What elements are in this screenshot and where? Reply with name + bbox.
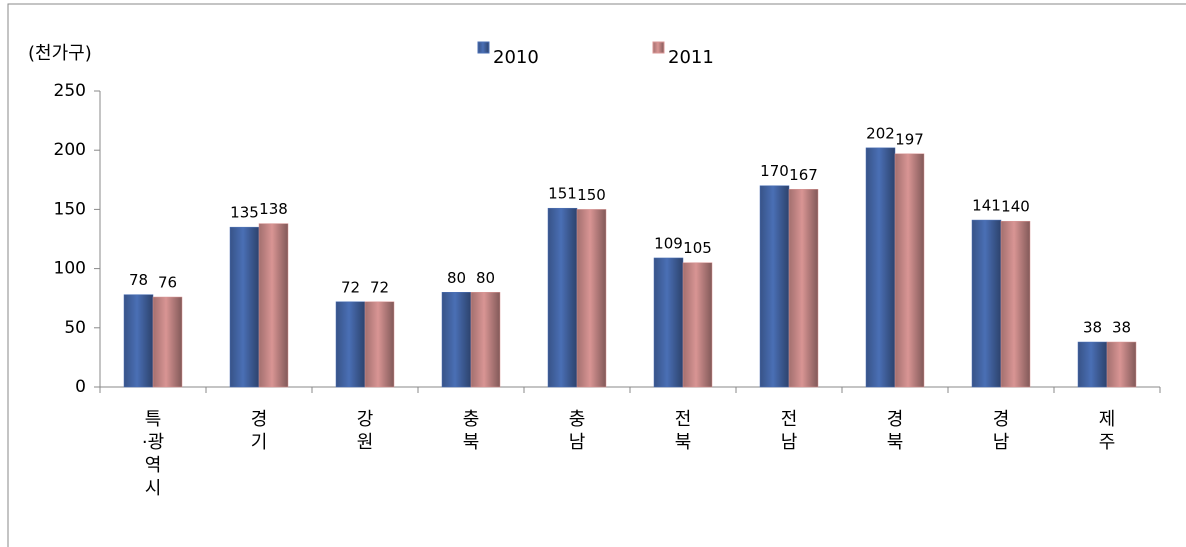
y-tick-label: 250 bbox=[54, 81, 86, 101]
legend-swatch bbox=[477, 41, 490, 54]
bar bbox=[441, 292, 472, 388]
bar bbox=[1106, 341, 1137, 388]
value-label: 72 bbox=[370, 278, 389, 296]
bar bbox=[258, 223, 289, 388]
bar bbox=[123, 294, 154, 388]
value-label: 76 bbox=[158, 274, 177, 292]
bar bbox=[470, 292, 501, 388]
value-label: 72 bbox=[341, 278, 360, 296]
legend-label: 2011 bbox=[668, 47, 714, 68]
x-tick-label: 특 ·광 역 시 bbox=[142, 409, 164, 499]
bar bbox=[865, 147, 896, 388]
value-label: 38 bbox=[1083, 319, 1102, 337]
value-label: 38 bbox=[1112, 319, 1131, 337]
value-label: 80 bbox=[476, 269, 495, 287]
y-tick-label: 100 bbox=[54, 259, 86, 279]
value-label: 78 bbox=[129, 271, 148, 289]
value-label: 197 bbox=[895, 130, 924, 148]
bar bbox=[759, 185, 790, 388]
bar bbox=[229, 226, 260, 388]
value-label: 170 bbox=[760, 162, 789, 180]
legend-swatch bbox=[652, 41, 665, 54]
value-label: 167 bbox=[789, 166, 818, 184]
value-label: 138 bbox=[259, 200, 288, 218]
bar bbox=[364, 301, 395, 388]
bar bbox=[152, 296, 183, 388]
legend-label: 2010 bbox=[493, 47, 539, 68]
value-label: 150 bbox=[577, 186, 606, 204]
value-label: 140 bbox=[1001, 198, 1030, 216]
bar bbox=[335, 301, 366, 388]
value-label: 141 bbox=[972, 197, 1001, 215]
bar bbox=[653, 257, 684, 388]
y-tick-label: 150 bbox=[54, 199, 86, 219]
bar bbox=[547, 207, 578, 388]
bar bbox=[576, 209, 607, 388]
y-tick-label: 0 bbox=[75, 377, 86, 397]
y-tick-label: 50 bbox=[64, 318, 86, 338]
value-label: 105 bbox=[683, 239, 712, 257]
bar bbox=[894, 153, 925, 388]
value-label: 151 bbox=[548, 185, 577, 203]
bar bbox=[1000, 220, 1031, 388]
value-label: 135 bbox=[230, 204, 259, 222]
value-label: 80 bbox=[447, 269, 466, 287]
frame bbox=[7, 3, 1186, 547]
value-label: 202 bbox=[866, 124, 895, 142]
bar bbox=[1077, 341, 1108, 388]
bar bbox=[682, 262, 713, 388]
bar bbox=[788, 189, 819, 388]
bar bbox=[971, 219, 1002, 388]
y-tick-label: 200 bbox=[54, 140, 86, 160]
value-label: 109 bbox=[654, 234, 683, 252]
y-axis-label: (천가구) bbox=[28, 43, 92, 64]
